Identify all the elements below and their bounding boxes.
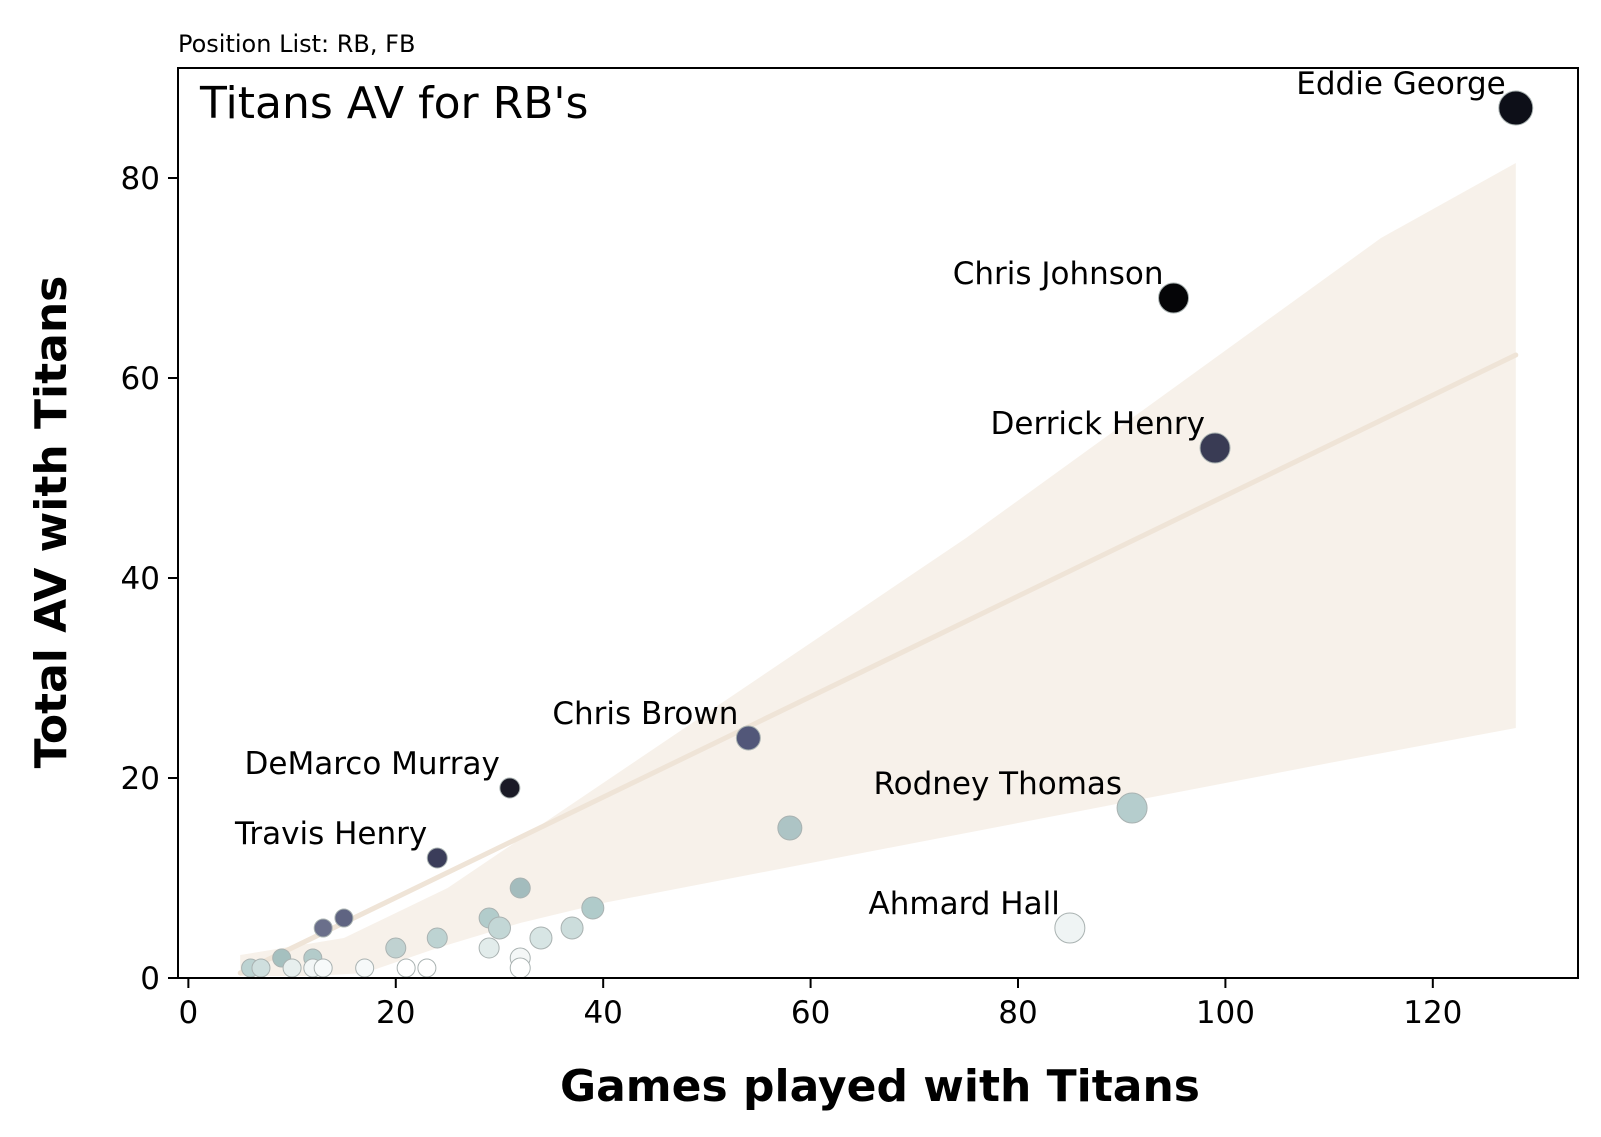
scatter-point: [417, 958, 437, 978]
x-axis-title: Games played with Titans: [560, 1061, 1200, 1112]
scatter-point: [777, 815, 803, 841]
scatter-point-chris-johnson: [1158, 282, 1190, 314]
y-tick-label: 80: [121, 161, 160, 197]
scatter-point: [509, 957, 531, 979]
scatter-point: [355, 958, 375, 978]
scatter-point-chris-brown: [735, 725, 761, 751]
plot-area: Eddie George Chris Johnson Derrick Henry Ch…: [177, 66, 1579, 979]
scatter-point: [426, 927, 448, 949]
scatter-point: [478, 937, 500, 959]
scatter-point-eddie-george: [1498, 90, 1534, 126]
x-tick-label: 40: [583, 995, 622, 1031]
scatter-point: [487, 916, 511, 940]
scatter-point: [334, 908, 354, 928]
x-tick-label: 0: [179, 995, 199, 1031]
chart-subtitle: Position List: RB, FB: [178, 30, 415, 58]
point-label: Chris Brown: [552, 696, 738, 732]
point-label: Eddie George: [1296, 66, 1506, 102]
scatter-point: [313, 918, 333, 938]
scatter-point: [282, 958, 302, 978]
y-tick-label: 60: [121, 361, 160, 397]
scatter-point-travis-henry: [426, 847, 448, 869]
scatter-point: [509, 877, 531, 899]
point-label: Derrick Henry: [991, 406, 1205, 442]
point-label: Ahmard Hall: [869, 886, 1060, 922]
y-tick-label: 0: [140, 961, 160, 997]
scatter-point: [560, 916, 584, 940]
trend-line: [237, 352, 1519, 976]
scatter-point: [581, 896, 605, 920]
scatter-point-ahmard-hall: [1054, 912, 1086, 944]
x-tick-label: 100: [1196, 995, 1255, 1031]
point-label: DeMarco Murray: [245, 746, 500, 782]
x-tick-label: 120: [1403, 995, 1462, 1031]
plot-frame: [177, 67, 1579, 979]
scatter-point-derrick-henry: [1199, 432, 1231, 464]
scatter-point-demarco-murray: [499, 777, 521, 799]
x-tick-label: 20: [376, 995, 415, 1031]
scatter-point: [529, 926, 553, 950]
point-label: Chris Johnson: [953, 256, 1164, 292]
scatter-point: [385, 937, 407, 959]
confidence-band: [240, 163, 1516, 976]
scatter-point: [251, 958, 271, 978]
point-label: Rodney Thomas: [873, 766, 1122, 802]
scatter-point: [396, 958, 416, 978]
scatter-point: [313, 958, 333, 978]
chart-title: Titans AV for RB's: [199, 78, 588, 129]
point-label: Travis Henry: [234, 816, 427, 852]
x-tick-label: 60: [791, 995, 830, 1031]
scatter-point-rodney-thomas: [1116, 792, 1148, 824]
y-tick-label: 40: [121, 561, 160, 597]
x-tick-label: 80: [998, 995, 1037, 1031]
y-tick-label: 20: [121, 761, 160, 797]
y-axis-title: Total AV with Titans: [26, 276, 77, 769]
